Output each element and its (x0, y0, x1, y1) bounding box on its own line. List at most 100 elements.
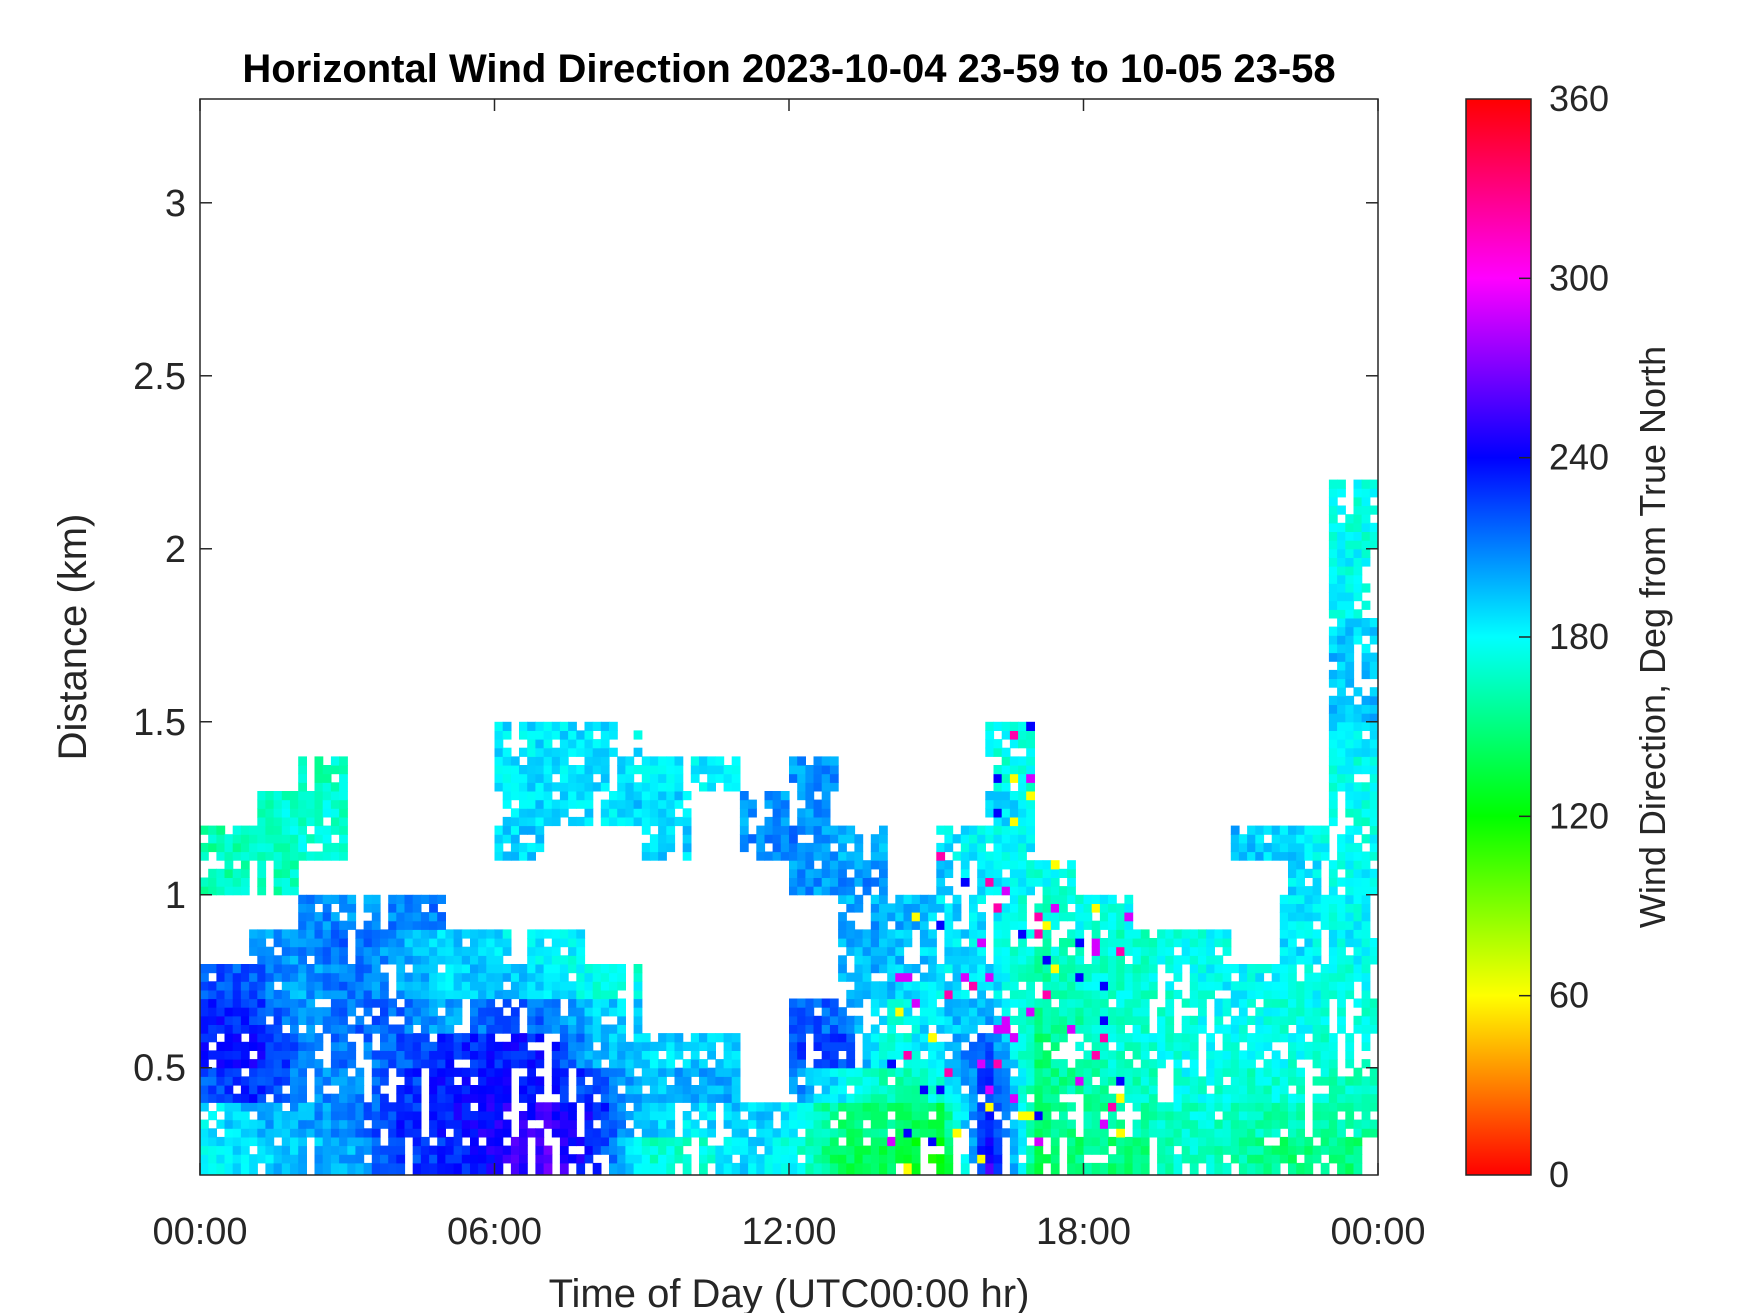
heatmap-cell (1222, 981, 1232, 991)
heatmap-cell (298, 825, 307, 835)
heatmap-cell (1198, 1015, 1207, 1025)
heatmap-cell (339, 938, 348, 948)
heatmap-cell (1312, 842, 1322, 853)
heatmap-cell (1042, 1015, 1052, 1025)
heatmap-cell (249, 1162, 258, 1175)
heatmap-cell (1345, 1111, 1355, 1121)
heatmap-cell (1279, 1102, 1289, 1112)
heatmap-cell (1345, 972, 1355, 982)
heatmap-cell (322, 791, 332, 801)
heatmap-cell (821, 1024, 831, 1034)
heatmap-cell (1018, 834, 1027, 844)
heatmap-cell (1059, 1102, 1068, 1112)
heatmap-cell (944, 989, 954, 1000)
heatmap-cell (1271, 972, 1281, 982)
heatmap-cell (699, 756, 708, 766)
heatmap-cell (363, 1136, 373, 1147)
heatmap-cell (1173, 1102, 1183, 1112)
heatmap-cell (1296, 877, 1305, 887)
heatmap-cell (1345, 886, 1355, 896)
heatmap-cell (1320, 1111, 1330, 1121)
heatmap-cell (1271, 981, 1281, 991)
heatmap-cell (1181, 938, 1191, 948)
heatmap-cell (429, 1015, 438, 1025)
heatmap-cell (281, 808, 291, 818)
heatmap-cell (1042, 894, 1052, 904)
heatmap-cell (1345, 548, 1355, 558)
heatmap-cell (429, 989, 438, 1000)
heatmap-cell (347, 903, 357, 913)
heatmap-cell (1288, 903, 1297, 913)
heatmap-cell (658, 1102, 667, 1112)
heatmap-cell (1263, 989, 1273, 1000)
heatmap-cell (363, 920, 373, 930)
heatmap-cell (1214, 1076, 1224, 1086)
heatmap-cell (1140, 964, 1150, 974)
heatmap-cell (551, 981, 561, 991)
heatmap-cell (330, 816, 340, 827)
heatmap-cell (658, 765, 667, 775)
heatmap-cell (699, 1128, 708, 1138)
heatmap-cell (216, 989, 226, 1000)
heatmap-cell (1320, 1162, 1330, 1175)
heatmap-cell (870, 1111, 880, 1121)
heatmap-cell (322, 1128, 332, 1138)
heatmap-cell (1059, 1085, 1068, 1095)
heatmap-cell (543, 739, 553, 749)
heatmap-cell (682, 851, 692, 861)
heatmap-cell (977, 1067, 986, 1077)
heatmap-cell (298, 912, 307, 922)
heatmap-cell (838, 851, 847, 861)
heatmap-cell (1009, 1102, 1019, 1112)
heatmap-cell (363, 1102, 373, 1112)
heatmap-cell (690, 1033, 700, 1043)
heatmap-cell (363, 1050, 373, 1060)
heatmap-cell (772, 816, 782, 827)
heatmap-cell (821, 860, 831, 870)
heatmap-cell (576, 1041, 586, 1051)
heatmap-cell (404, 1041, 414, 1051)
heatmap-cell (969, 1076, 978, 1086)
heatmap-cell (1034, 998, 1044, 1008)
heatmap-cell (797, 1033, 806, 1043)
heatmap-cell (404, 981, 414, 991)
heatmap-cell (494, 981, 504, 991)
heatmap-cell (1124, 1162, 1134, 1175)
heatmap-cell (879, 825, 888, 835)
heatmap-cell (1238, 1162, 1248, 1175)
heatmap-cell (649, 1111, 659, 1121)
heatmap-cell (257, 998, 267, 1008)
heatmap-cell (699, 1136, 708, 1147)
heatmap-cell (347, 981, 357, 991)
heatmap-cell (1345, 964, 1355, 974)
heatmap-cell (829, 1102, 839, 1112)
heatmap-cell (453, 1007, 463, 1017)
heatmap-cell (1345, 842, 1355, 853)
heatmap-cell (200, 851, 209, 861)
heatmap-cell (339, 756, 348, 766)
heatmap-cell (600, 1007, 610, 1017)
heatmap-cell (1026, 825, 1035, 835)
heatmap-cell (829, 765, 839, 775)
heatmap-cell (739, 791, 749, 801)
heatmap-cell (952, 1024, 962, 1034)
heatmap-cell (420, 1145, 430, 1155)
heatmap-cell (1361, 1119, 1371, 1129)
heatmap-cell (559, 1067, 569, 1077)
heatmap-cell (887, 1041, 896, 1051)
heatmap-cell (854, 1128, 864, 1138)
heatmap-cell (527, 964, 536, 974)
heatmap-cell (960, 1162, 970, 1175)
heatmap-cell (347, 1102, 357, 1112)
heatmap-cell (265, 1067, 275, 1077)
heatmap-cell (200, 842, 209, 853)
heatmap-cell (813, 756, 823, 766)
heatmap-cell (1296, 946, 1305, 956)
heatmap-cell (429, 1128, 438, 1138)
heatmap-cell (805, 1136, 815, 1147)
heatmap-cell (936, 920, 946, 930)
heatmap-cell (527, 1128, 536, 1138)
heatmap-cell (510, 1059, 520, 1069)
heatmap-cell (1279, 912, 1289, 922)
heatmap-cell (1173, 1033, 1183, 1043)
